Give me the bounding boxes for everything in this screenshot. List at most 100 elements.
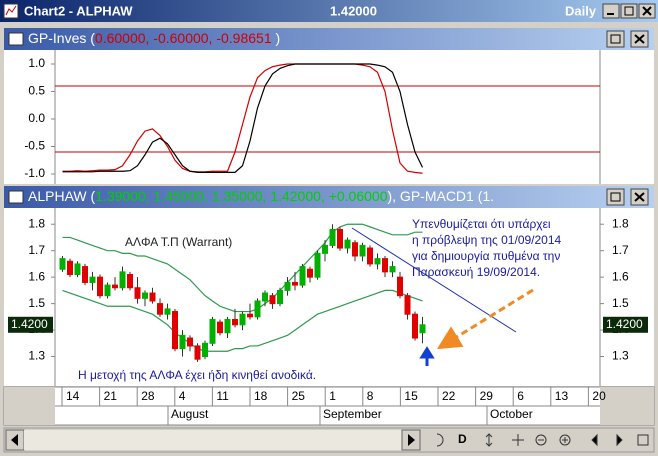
y-tick-label: 1.6 <box>28 269 45 283</box>
candle-body <box>172 311 178 350</box>
pane-title-part: 1.39000, 1.45000, 1.35000, 1.42000, +0.0… <box>95 188 388 204</box>
tool-move[interactable] <box>512 434 524 446</box>
candle-body <box>232 318 238 326</box>
annotation-comment: Η μετοχή της ΑΛΦΑ έχει ήδη κινηθεί ανοδι… <box>78 368 316 382</box>
day-label: 22 <box>442 389 456 403</box>
y-tick-label: 1.8 <box>28 216 45 230</box>
candle-body <box>119 271 126 289</box>
title-bar <box>0 0 658 22</box>
y-tick-label: 1.5 <box>28 296 45 310</box>
scroll-track[interactable] <box>24 430 402 450</box>
pane-maximize[interactable] <box>606 30 625 48</box>
annotation-note: η πρόβλεψη της 01/09/2014 <box>412 233 562 247</box>
candle-body <box>134 287 141 299</box>
day-label: 6 <box>517 389 524 403</box>
date-axis-corner <box>4 387 55 425</box>
y-tick-label: 0.5 <box>28 84 45 98</box>
oscillator-line <box>62 63 423 174</box>
toolbar <box>436 433 649 447</box>
annotation-note: για δημιουργία πυθμένα την <box>412 249 560 263</box>
tool-refresh[interactable] <box>436 433 444 447</box>
candle-body <box>314 252 321 278</box>
day-label: 25 <box>292 389 306 403</box>
candle-body <box>59 258 66 270</box>
day-label: 18 <box>254 389 268 403</box>
scroll-left-glyph <box>11 434 18 446</box>
candle-body <box>104 284 111 297</box>
band-line <box>62 289 423 352</box>
tool-zoom-in[interactable] <box>559 434 571 446</box>
pane-maximize-glyph <box>610 192 621 202</box>
candle-body <box>202 342 208 358</box>
candle-body <box>419 324 426 334</box>
annotation-note: Υπενθυμίζεται ότι υπάρχει <box>412 217 551 231</box>
minimize-button[interactable] <box>602 3 620 19</box>
y-tick-label: 1.5 <box>612 296 629 310</box>
annotation: ΑΛΦΑ Τ.Π (Warrant) <box>125 235 232 249</box>
candle-body <box>374 258 381 265</box>
candle-body <box>299 266 306 286</box>
candle-body <box>209 318 216 344</box>
day-label: 13 <box>555 389 569 403</box>
tool-d[interactable]: D <box>458 432 467 446</box>
candle-body <box>157 303 163 315</box>
pane-maximize-glyph <box>610 34 621 44</box>
pane-title-part: ) <box>272 30 281 46</box>
last-price-box <box>8 316 53 333</box>
pane-plot <box>4 50 654 184</box>
tool-settings[interactable] <box>637 434 649 446</box>
trend-line <box>351 227 517 333</box>
candle-body <box>352 242 358 257</box>
day-label: 11 <box>216 389 229 403</box>
candle-body <box>142 292 148 299</box>
date-axis-corner <box>600 387 654 425</box>
candle-body <box>247 313 253 318</box>
candle-body <box>164 308 171 315</box>
candle-body <box>262 292 268 302</box>
oscillator-line <box>62 63 424 173</box>
tool-zoom-out[interactable] <box>535 434 547 446</box>
tool-zoom-glyph <box>538 437 568 443</box>
window-title: Chart2 - ALPHAW <box>24 3 133 18</box>
candle-body <box>97 276 103 297</box>
tool-vzoom[interactable] <box>485 433 493 447</box>
scroll-right-glyph <box>408 434 415 446</box>
pane-header <box>4 28 654 50</box>
pane-title-part: GP-Inves ( <box>28 30 95 46</box>
candle-body <box>224 318 231 334</box>
day-label: 21 <box>104 389 118 403</box>
pane-close-glyph <box>634 192 645 202</box>
candle-body <box>89 276 96 283</box>
candle-body <box>337 229 343 249</box>
last-price-label: 1.4200 <box>606 317 643 331</box>
close-glyph <box>642 6 652 16</box>
candle-body <box>344 239 351 249</box>
pane-maximize[interactable] <box>606 188 625 206</box>
candle-body <box>382 258 388 273</box>
maximize-button[interactable] <box>620 3 638 19</box>
candle-body <box>127 274 133 289</box>
pane-icon <box>8 32 24 46</box>
day-label: 20 <box>592 389 606 403</box>
candle-body <box>187 337 193 347</box>
candle-body <box>292 281 298 286</box>
candle-body <box>359 244 366 257</box>
candle-body <box>412 313 418 339</box>
candle-body <box>239 313 246 326</box>
month-label: August <box>171 407 209 421</box>
window-buttons <box>602 3 656 19</box>
month-label: September <box>323 407 382 421</box>
candle-body <box>67 260 73 276</box>
tool-step[interactable] <box>591 433 623 447</box>
candle-body <box>269 295 276 305</box>
candle-body <box>277 289 283 305</box>
candle-body <box>322 244 328 254</box>
day-label: 15 <box>404 389 418 403</box>
y-tick-label: 1.7 <box>28 243 45 257</box>
candle-body <box>194 345 201 360</box>
pointer-arrow <box>436 288 534 350</box>
candle-body <box>217 321 223 334</box>
day-label: 8 <box>367 389 374 403</box>
window-price: 1.42000 <box>330 3 377 18</box>
